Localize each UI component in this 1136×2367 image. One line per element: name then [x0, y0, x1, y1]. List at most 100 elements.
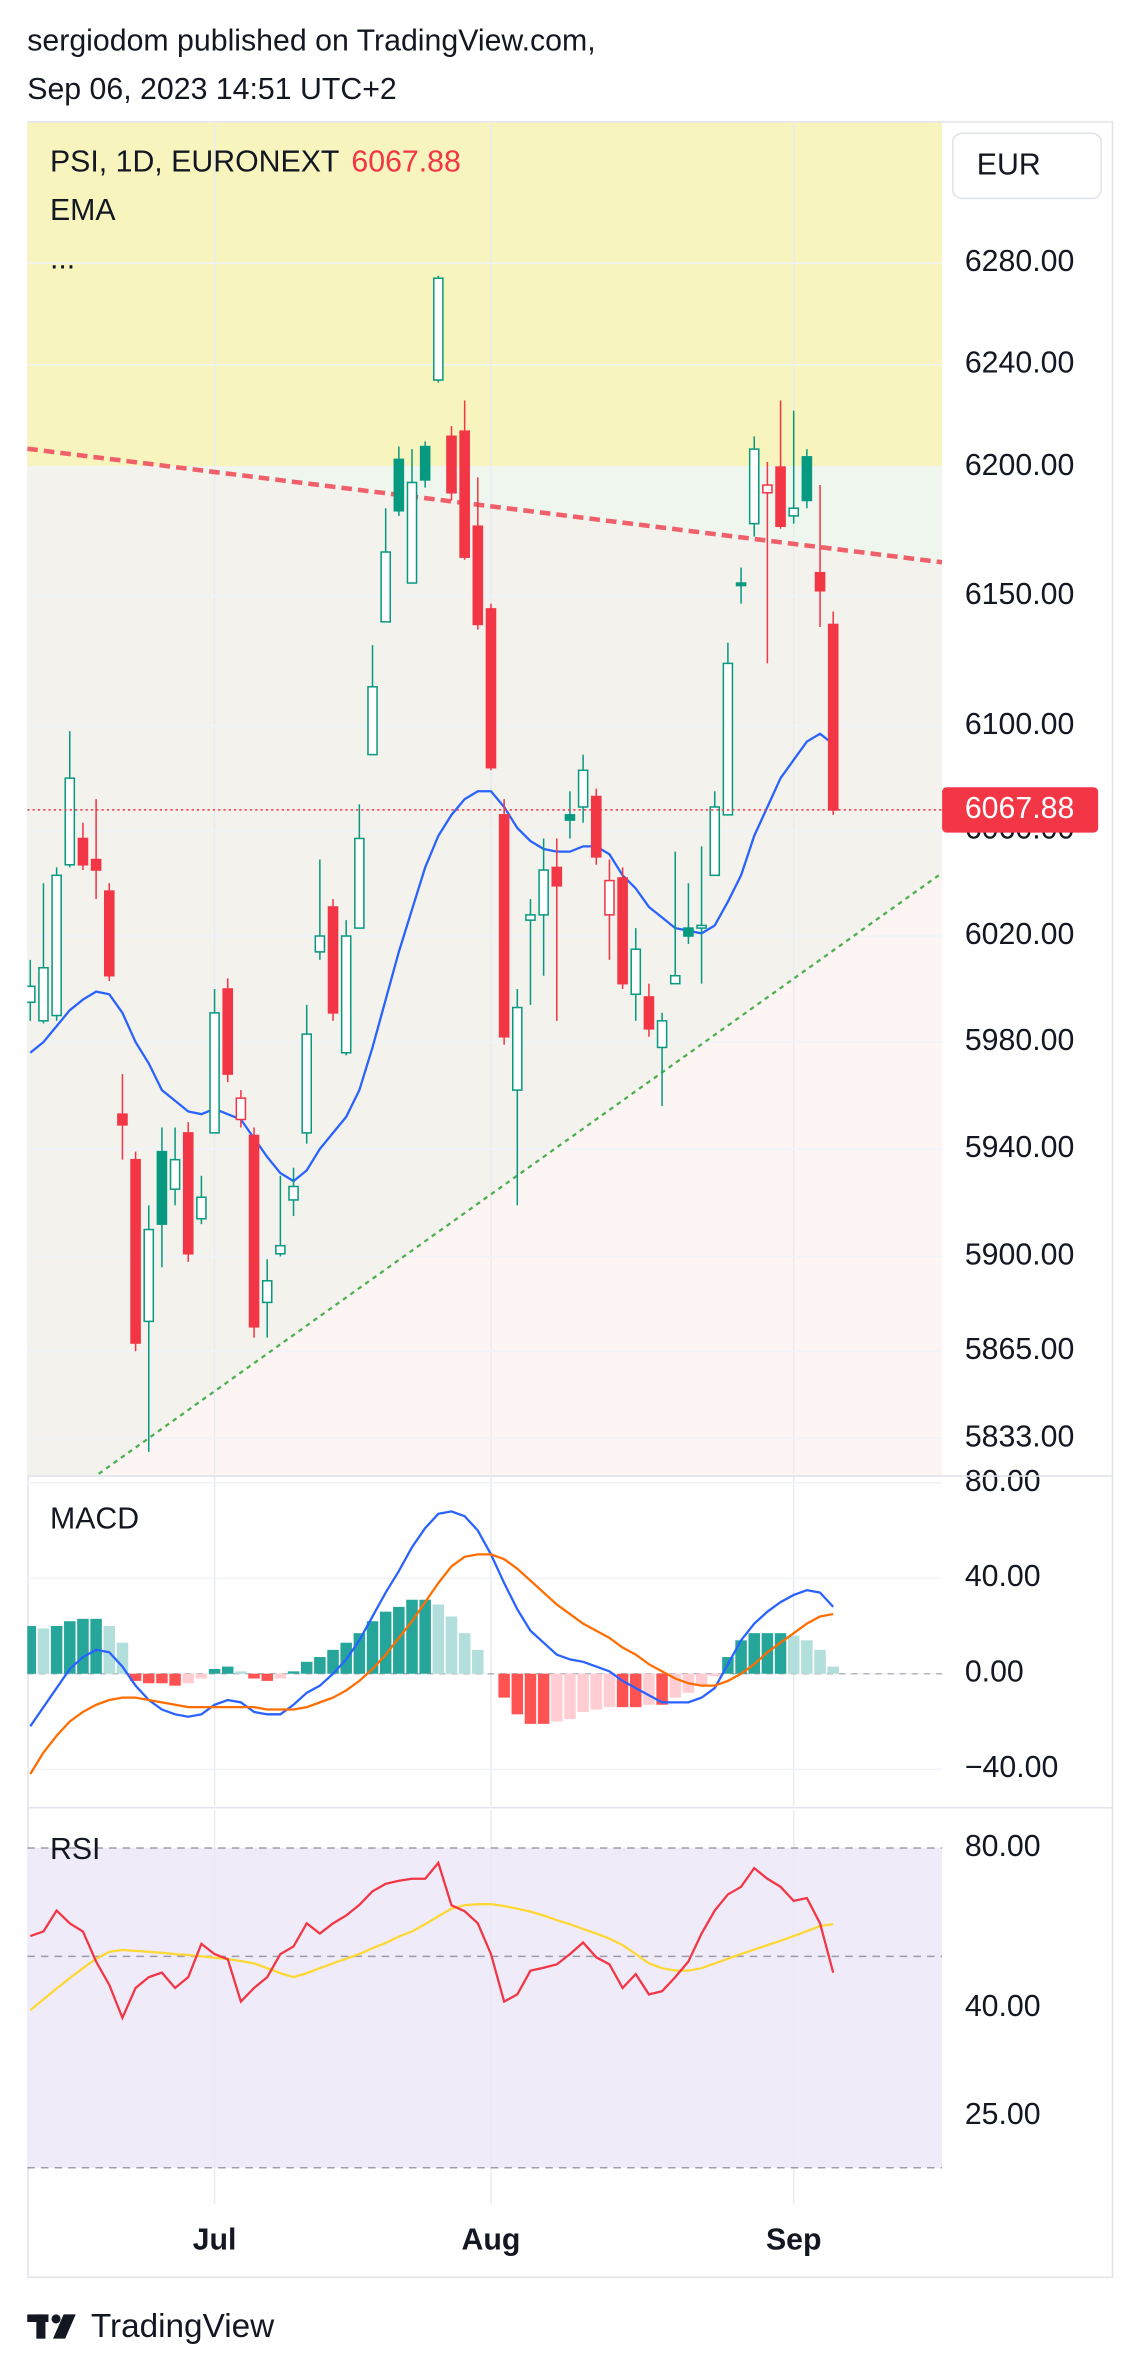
histogram-bar: [90, 1618, 102, 1674]
histogram-bar: [511, 1673, 524, 1715]
y-tick-label: 40.00: [965, 1990, 1041, 2023]
y-tick-label: 0.00: [965, 1656, 1024, 1689]
candle-body: [801, 456, 813, 502]
candle-body: [261, 1280, 273, 1304]
histogram-bar: [103, 1625, 116, 1674]
rsi-line: [29, 1903, 834, 2012]
candle-body: [156, 1150, 168, 1225]
last-price-label: 6067.88: [965, 792, 1074, 825]
histogram-bar: [827, 1666, 839, 1674]
rsi-title: RSI: [50, 1833, 100, 1866]
macd-title: MACD: [50, 1503, 139, 1536]
macd-line: [29, 1510, 835, 1727]
candle-body: [419, 445, 431, 481]
x-tick-label: Sep: [766, 2224, 822, 2257]
histogram-bar: [274, 1673, 287, 1679]
candle-body: [459, 430, 470, 558]
candle-body: [538, 869, 549, 916]
y-tick-label: 5980.00: [965, 1024, 1074, 1057]
histogram-bar: [261, 1673, 273, 1681]
candle-body: [512, 1006, 523, 1091]
candle-body: [617, 877, 628, 985]
candle-body: [762, 484, 773, 494]
histogram-bar: [379, 1611, 392, 1674]
y-tick-label: 80.00: [965, 1830, 1041, 1863]
currency-box[interactable]: [951, 132, 1102, 200]
histogram-bar: [221, 1666, 234, 1674]
candle-body: [354, 837, 365, 929]
candle-body: [472, 525, 484, 626]
histogram-bar: [537, 1673, 550, 1724]
histogram-bar: [182, 1673, 194, 1684]
candle-body: [169, 1158, 181, 1190]
zone-band: [27, 122, 943, 468]
histogram-bar: [630, 1673, 642, 1708]
candle-body: [209, 1012, 220, 1134]
histogram-bar: [248, 1673, 260, 1679]
candle-body: [525, 914, 536, 921]
histogram-bar: [195, 1673, 208, 1679]
y-tick-label: 6100.00: [965, 708, 1074, 741]
histogram-bar: [208, 1668, 221, 1674]
y-tick-label: 25.00: [965, 2098, 1041, 2131]
y-tick-label: −40.00: [965, 1751, 1058, 1784]
candle-body: [498, 814, 510, 1038]
candle-body: [669, 974, 681, 985]
candle-body: [775, 466, 786, 527]
histogram-bar: [432, 1604, 445, 1674]
candle-body: [301, 1033, 313, 1134]
candle-body: [117, 1113, 128, 1126]
candle-body: [64, 777, 76, 866]
histogram-bar: [445, 1616, 458, 1674]
histogram-bar: [801, 1640, 813, 1674]
candle-body: [222, 988, 234, 1075]
candle-body: [577, 769, 589, 808]
y-tick-label: 5940.00: [965, 1131, 1074, 1164]
candle-body: [235, 1097, 247, 1121]
candle-body: [590, 795, 602, 858]
rsi-band: [27, 1847, 943, 2168]
candle-body: [722, 662, 734, 816]
trendline: [27, 446, 943, 565]
histogram-bar: [590, 1673, 603, 1710]
publish-date: Sep 06, 2023 14:51 UTC+2: [27, 73, 397, 106]
histogram-bar: [577, 1673, 589, 1712]
candle-body: [90, 858, 102, 871]
histogram-bar: [314, 1657, 326, 1674]
macd-line: [29, 1553, 834, 1775]
histogram-bar: [366, 1621, 379, 1674]
candle-body: [380, 551, 391, 623]
histogram-bar: [616, 1673, 629, 1708]
y-tick-label: 6200.00: [965, 449, 1074, 482]
histogram-bar: [524, 1673, 537, 1724]
histogram-bar: [419, 1599, 431, 1674]
candle-body: [130, 1158, 141, 1344]
price-pane: [27, 122, 943, 1476]
candle-body: [709, 806, 721, 877]
candle-body: [367, 686, 378, 756]
candle-body: [314, 935, 326, 953]
candle-body: [327, 906, 339, 1014]
currency[interactable]: EUR: [977, 149, 1041, 182]
x-tick-label: Jul: [193, 2224, 237, 2257]
histogram-bar: [735, 1640, 747, 1674]
histogram-bar: [656, 1673, 668, 1705]
histogram-bar: [50, 1625, 63, 1674]
candle-body: [604, 879, 615, 916]
candle-body: [814, 571, 826, 592]
candle-body: [77, 837, 89, 866]
candle-body: [196, 1196, 207, 1220]
histogram-bar: [748, 1633, 760, 1674]
histogram-bar: [472, 1649, 484, 1674]
y-tick-label: 6020.00: [965, 918, 1074, 951]
histogram-bar: [814, 1649, 826, 1674]
histogram-bar: [142, 1673, 155, 1684]
histogram-bar: [27, 1625, 37, 1674]
histogram-bar: [327, 1649, 339, 1674]
y-tick-label: 6150.00: [965, 578, 1074, 611]
candle-body: [248, 1134, 260, 1328]
histogram-bar: [787, 1635, 800, 1674]
candle-body: [143, 1228, 155, 1323]
